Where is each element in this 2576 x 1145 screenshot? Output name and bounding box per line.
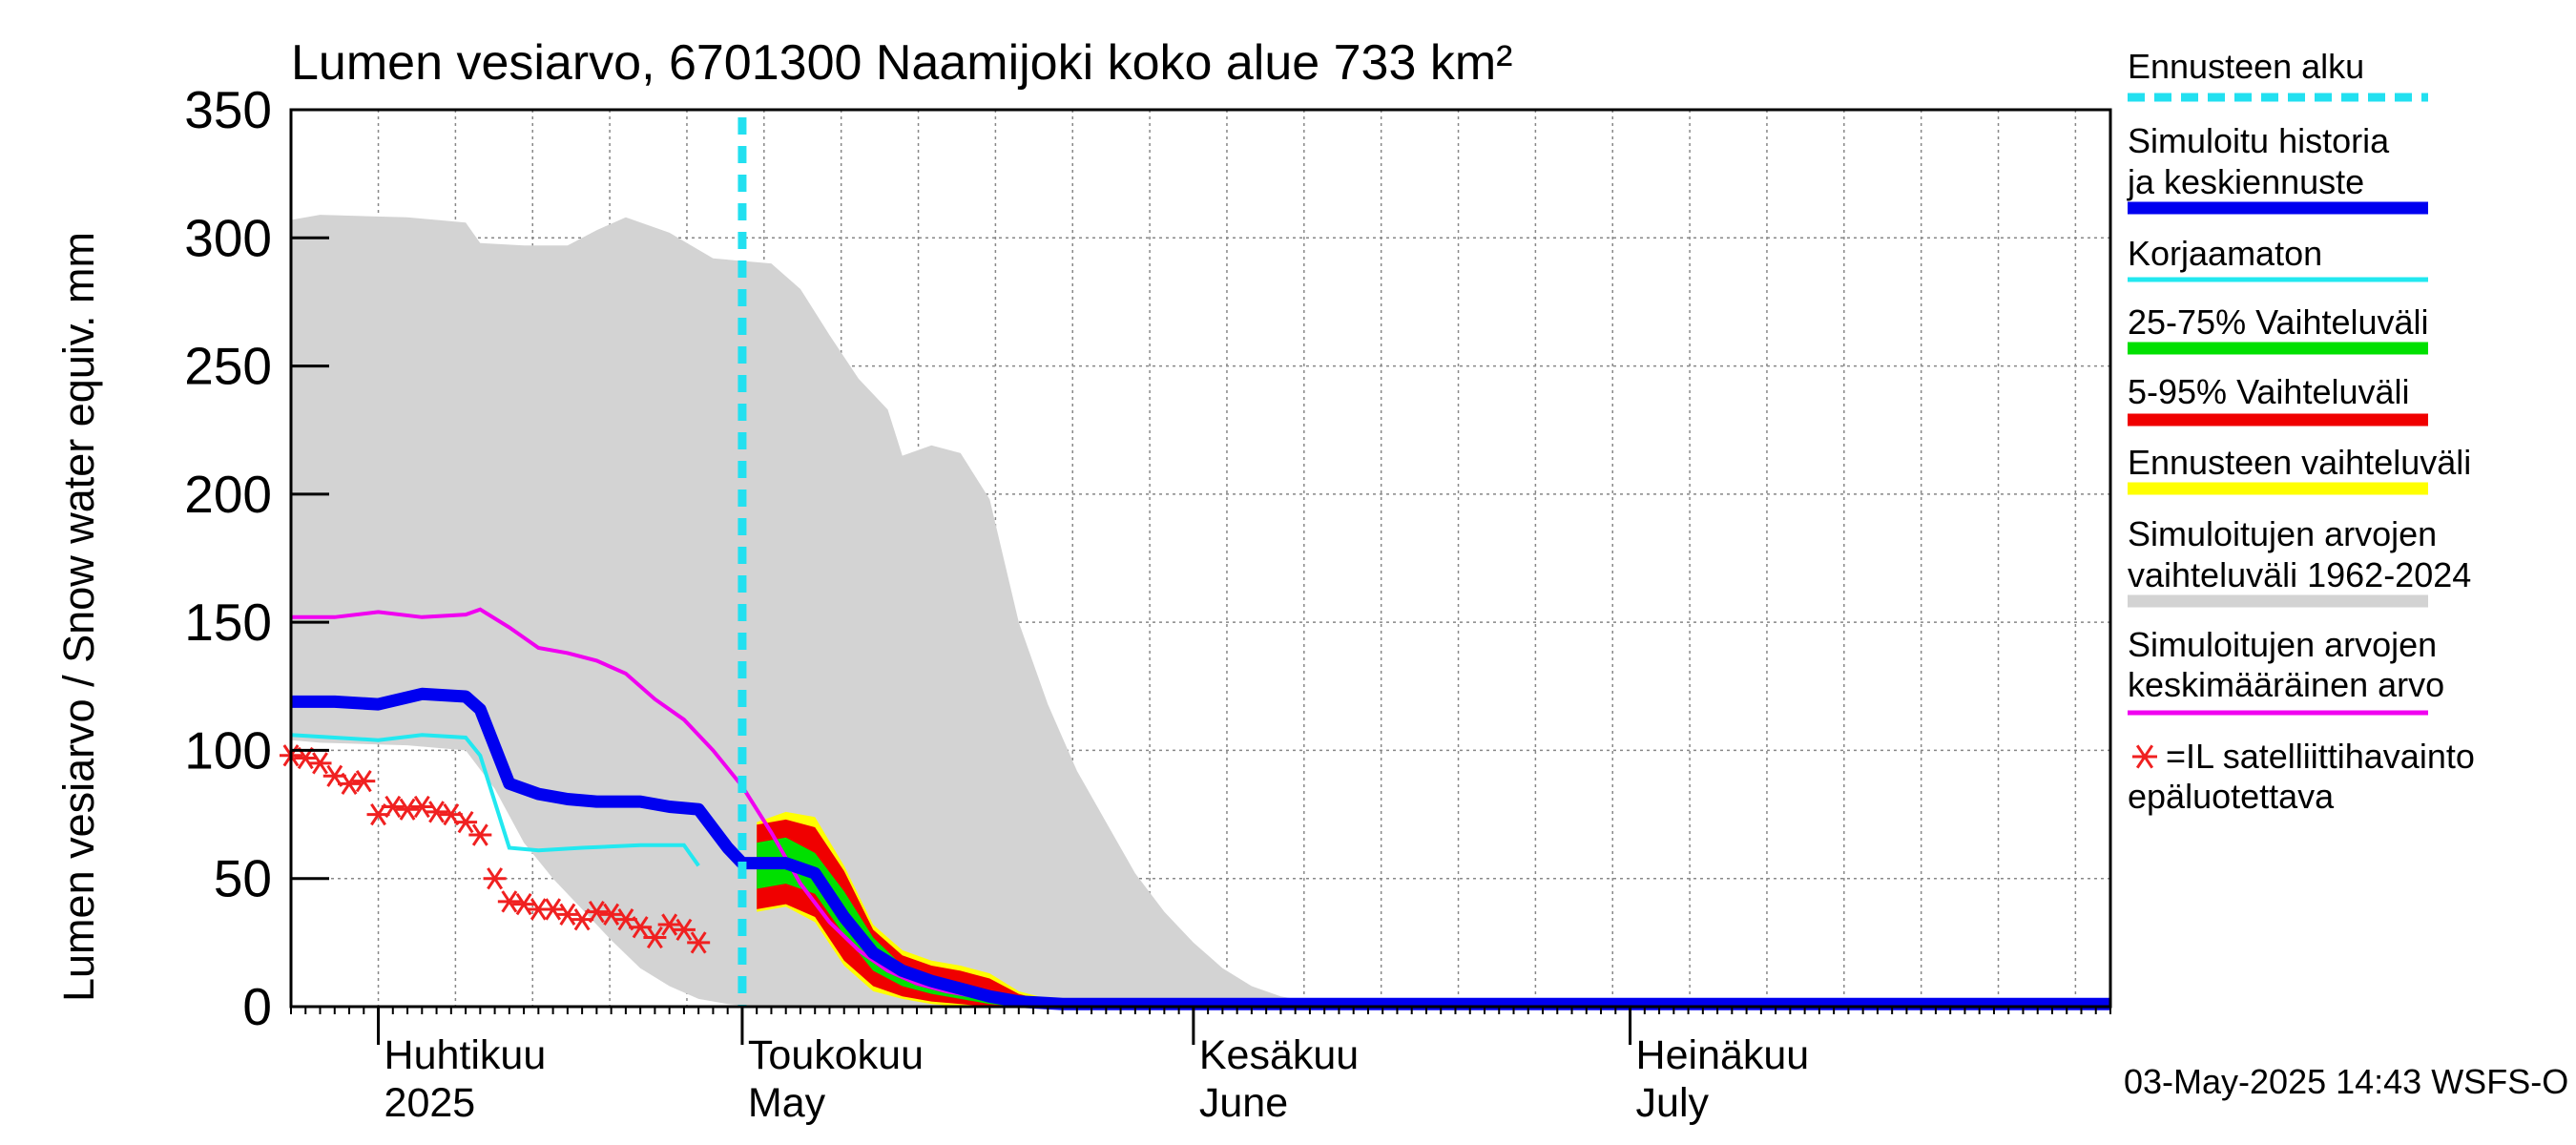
satellite-marker: [381, 795, 405, 819]
satellite-marker: [657, 913, 681, 936]
legend-label: Ennusteen alku: [2128, 47, 2364, 86]
p25-75-band: [757, 837, 1063, 1007]
legend-label: 25-75% Vaihteluväli: [2128, 302, 2429, 342]
satellite-marker: [308, 752, 332, 775]
satellite-marker: [497, 890, 521, 913]
series-lines-layer: [290, 117, 2111, 1010]
y-tick-label: 250: [184, 337, 272, 396]
plot-frame: [289, 108, 2112, 1009]
x-tick-label-fi: Kesäkuu: [1199, 1032, 1359, 1078]
legend-label: Korjaamaton: [2128, 234, 2322, 273]
legend-marker-icon: [2132, 744, 2157, 769]
legend-label: Simuloitujen arvojen: [2128, 514, 2437, 553]
satellite-marker: [483, 867, 507, 890]
x-tick-label-fi: Toukokuu: [748, 1032, 924, 1078]
legend-item-p25_75: 25-75% Vaihteluväli: [2128, 302, 2429, 355]
satellite-marker: [352, 770, 376, 793]
y-tick-label: 200: [184, 465, 272, 524]
satellite-marker: [643, 926, 667, 949]
footer-timestamp: 03-May-2025 14:43 WSFS-O: [2124, 1062, 2568, 1101]
satellite-marker: [338, 772, 362, 795]
legend-label: Ennusteen vaihteluväli: [2128, 443, 2471, 482]
satellite-marker: [585, 900, 609, 924]
x-tick-label-en: May: [748, 1080, 826, 1126]
satellite-markers-layer: [280, 744, 711, 954]
y-tick-label: 150: [184, 593, 272, 652]
y-axis-label: Lumen vesiarvo / Snow water equiv. mm: [54, 232, 103, 1002]
legend-item-forecast_range: Ennusteen vaihteluväli: [2128, 443, 2471, 495]
legend-item-p5_95: 5-95% Vaihteluväli: [2128, 372, 2428, 427]
legend-label: epäluotettava: [2128, 777, 2335, 816]
y-tick-label: 0: [242, 977, 272, 1036]
x-tick-label-en: July: [1636, 1080, 1710, 1126]
satellite-marker: [672, 918, 696, 942]
y-tick-label: 100: [184, 720, 272, 780]
forecast-range-band: [757, 811, 1092, 1007]
satellite-marker: [512, 892, 536, 916]
uncorrected-line: [290, 733, 700, 867]
satellite-marker: [468, 823, 492, 846]
satellite-marker: [541, 898, 565, 921]
legend-item-uncorrected: Korjaamaton: [2128, 234, 2428, 282]
legend-label: =IL satelliittihavainto: [2166, 737, 2475, 776]
y-tick-label: 350: [184, 80, 272, 139]
forecast-bands-layer: [757, 811, 1092, 1007]
x-tick-label-en: 2025: [384, 1080, 476, 1126]
x-tick-label-fi: Huhtikuu: [384, 1032, 547, 1078]
simulated-line: [291, 687, 2110, 1010]
legend-label: vaihteluväli 1962-2024: [2128, 555, 2471, 594]
p5-95-band: [757, 819, 1092, 1007]
y-tick-label: 50: [214, 849, 272, 908]
satellite-marker: [599, 903, 623, 926]
legend-label: ja keskiennuste: [2127, 162, 2364, 201]
legend-label: Simuloitu historia: [2128, 121, 2390, 160]
satellite-marker: [687, 931, 711, 954]
legend-item-forecast_start: Ennusteen alku: [2128, 47, 2428, 102]
x-tick-label-en: June: [1199, 1080, 1288, 1126]
legend-label: Simuloitujen arvojen: [2128, 625, 2437, 664]
historical-mean-line: [291, 607, 2111, 1007]
satellite-marker: [425, 801, 448, 823]
y-tick-label: 300: [184, 208, 272, 267]
legend-label: 5-95% Vaihteluväli: [2128, 372, 2410, 411]
chart-title: Lumen vesiarvo, 6701300 Naamijoki koko a…: [291, 35, 1512, 91]
legend-label: keskimääräinen arvo: [2128, 665, 2444, 704]
satellite-marker: [454, 810, 478, 834]
x-tick-label-fi: Heinäkuu: [1636, 1032, 1810, 1078]
satellite-marker: [396, 798, 420, 821]
satellite-marker: [555, 903, 579, 926]
satellite-marker: [410, 795, 434, 819]
